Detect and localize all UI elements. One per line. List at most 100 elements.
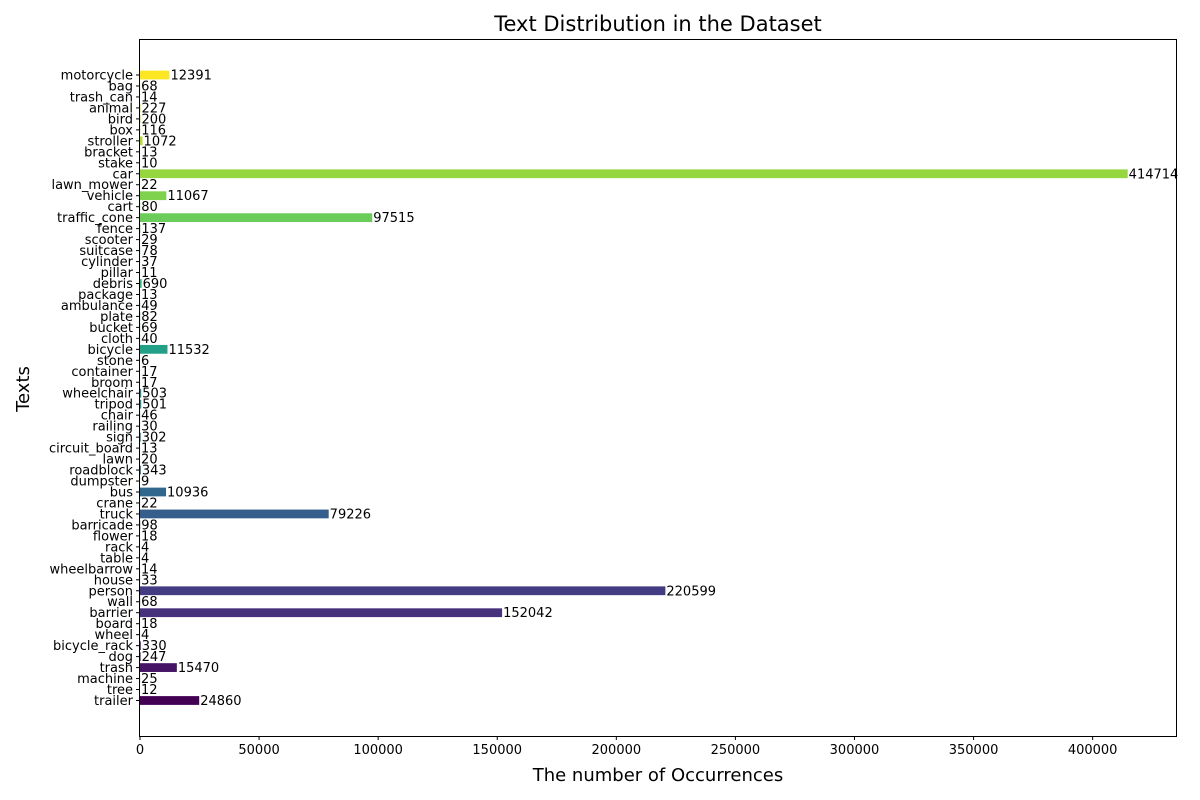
value-label-lawn_mower: 22 xyxy=(141,178,158,193)
y-tick-label-vehicle: vehicle xyxy=(87,189,133,204)
value-label-suitcase: 78 xyxy=(141,244,158,259)
bar-vehicle xyxy=(140,191,167,201)
value-label-railing: 30 xyxy=(141,420,158,435)
y-tick-label-wheelbarrow: wheelbarrow xyxy=(50,562,134,577)
chart-title: Text Distribution in the Dataset xyxy=(493,12,822,36)
value-label-board: 18 xyxy=(141,617,158,632)
value-label-fence: 137 xyxy=(141,222,166,237)
value-label-trash: 15470 xyxy=(178,661,219,676)
bar-stroller xyxy=(140,136,143,146)
value-label-crane: 22 xyxy=(141,496,158,511)
value-label-roadblock: 343 xyxy=(142,464,167,479)
x-tick-label-0: 0 xyxy=(136,743,144,758)
y-tick-label-animal: animal xyxy=(89,101,133,116)
y-tick-label-cloth: cloth xyxy=(101,332,133,347)
value-label-wheelchair: 503 xyxy=(142,387,167,402)
y-tick-label-package: package xyxy=(78,288,133,303)
y-tick-label-bird: bird xyxy=(108,112,133,127)
value-label-bracket: 13 xyxy=(141,145,158,160)
ticks-layer: trailertreemachinetrashdogbicycle_rackwh… xyxy=(49,69,1117,759)
value-label-bird: 200 xyxy=(141,112,166,127)
value-label-machine: 25 xyxy=(141,672,158,687)
value-label-chair: 46 xyxy=(141,409,158,424)
value-label-wheel: 4 xyxy=(141,628,149,643)
value-label-motorcycle: 12391 xyxy=(171,69,212,84)
value-label-stone: 6 xyxy=(141,354,149,369)
x-tick-label-400000: 400000 xyxy=(1068,743,1118,758)
y-tick-label-dumpster: dumpster xyxy=(70,475,133,490)
y-tick-label-car: car xyxy=(113,167,134,182)
value-label-tripod: 501 xyxy=(142,398,167,413)
y-tick-label-roadblock: roadblock xyxy=(69,464,133,479)
y-tick-label-suitcase: suitcase xyxy=(79,244,133,259)
y-tick-label-wheelchair: wheelchair xyxy=(62,387,133,402)
y-tick-label-chair: chair xyxy=(101,409,134,424)
x-tick-label-350000: 350000 xyxy=(949,743,999,758)
bars-layer: 2486012251547024733041815204268220599331… xyxy=(140,69,1178,709)
y-tick-label-container: container xyxy=(71,365,133,380)
value-label-debris: 690 xyxy=(143,277,168,292)
y-tick-label-dog: dog xyxy=(109,650,133,665)
y-tick-label-person: person xyxy=(88,584,133,599)
y-tick-label-bucket: bucket xyxy=(89,321,133,336)
y-tick-label-fence: fence xyxy=(97,222,133,237)
y-tick-label-flower: flower xyxy=(93,529,134,544)
value-label-plate: 82 xyxy=(141,310,158,325)
value-label-rack: 4 xyxy=(141,540,149,555)
bar-sign xyxy=(140,432,141,442)
y-tick-label-bicycle: bicycle xyxy=(88,343,133,358)
y-tick-label-sign: sign xyxy=(106,431,133,446)
value-label-broom: 17 xyxy=(141,376,158,391)
value-label-traffic_cone: 97515 xyxy=(373,211,414,226)
bar-motorcycle xyxy=(140,70,170,80)
value-label-person: 220599 xyxy=(666,584,716,599)
bar-bicycle_rack xyxy=(140,641,141,651)
x-tick-label-300000: 300000 xyxy=(830,743,880,758)
y-tick-label-trailer: trailer xyxy=(94,694,134,709)
value-label-ambulance: 49 xyxy=(141,299,158,314)
y-tick-label-tripod: tripod xyxy=(94,398,133,413)
value-label-tree: 12 xyxy=(141,683,158,698)
value-label-barrier: 152042 xyxy=(503,606,553,621)
value-label-barricade: 98 xyxy=(141,518,158,533)
value-label-box: 116 xyxy=(141,123,166,138)
x-tick-label-150000: 150000 xyxy=(472,743,522,758)
y-tick-label-plate: plate xyxy=(100,310,133,325)
bar-bicycle xyxy=(140,344,168,354)
bar-traffic_cone xyxy=(140,213,373,223)
y-tick-label-barrier: barrier xyxy=(89,606,133,621)
value-label-animal: 227 xyxy=(142,101,167,116)
y-tick-label-circuit_board: circuit_board xyxy=(49,442,133,457)
y-tick-label-bicycle_rack: bicycle_rack xyxy=(53,639,133,654)
value-label-bus: 10936 xyxy=(167,486,208,501)
y-tick-label-table: table xyxy=(100,551,133,566)
value-label-cloth: 40 xyxy=(141,332,158,347)
bar-debris xyxy=(140,279,142,288)
value-label-lawn: 20 xyxy=(141,453,158,468)
y-tick-label-broom: broom xyxy=(91,376,133,391)
x-tick-label-100000: 100000 xyxy=(353,743,403,758)
bar-trash xyxy=(140,663,177,672)
y-tick-label-trash: trash xyxy=(100,661,133,676)
value-label-dog: 247 xyxy=(142,650,167,665)
value-label-bucket: 69 xyxy=(141,321,158,336)
bar-car xyxy=(140,169,1128,179)
bar-dog xyxy=(140,652,141,661)
value-label-flower: 18 xyxy=(141,529,158,544)
value-label-stake: 10 xyxy=(141,156,158,171)
bar-bus xyxy=(140,487,167,497)
bar-truck xyxy=(140,509,329,519)
y-tick-label-stake: stake xyxy=(98,156,133,171)
y-tick-label-truck: truck xyxy=(100,507,134,522)
value-label-stroller: 1072 xyxy=(144,134,177,149)
y-tick-label-ambulance: ambulance xyxy=(61,299,133,314)
value-label-house: 33 xyxy=(141,573,158,588)
y-tick-label-motorcycle: motorcycle xyxy=(61,69,133,84)
value-label-bag: 68 xyxy=(141,79,158,94)
y-tick-label-traffic_cone: traffic_cone xyxy=(57,211,133,226)
value-label-package: 13 xyxy=(141,288,158,303)
y-axis-label: Texts xyxy=(13,366,34,413)
value-label-container: 17 xyxy=(141,365,158,380)
y-tick-label-cylinder: cylinder xyxy=(81,255,134,270)
